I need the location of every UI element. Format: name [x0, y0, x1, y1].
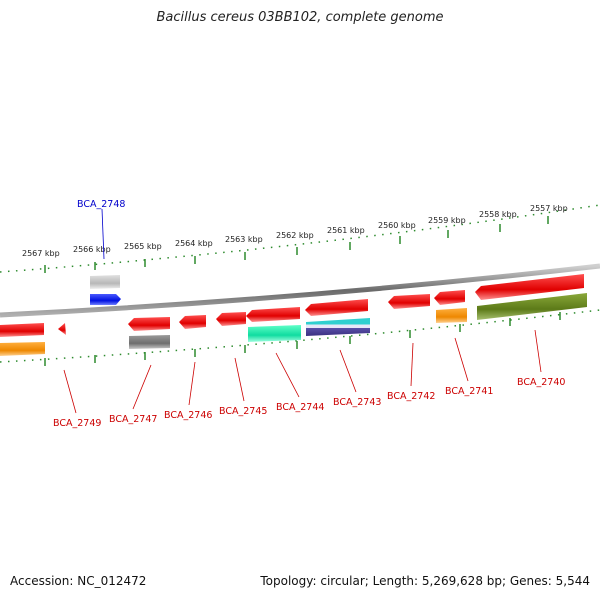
scale-label: 2566 kbp — [73, 245, 111, 254]
accession-label: Accession: NC_012472 — [10, 574, 147, 588]
gene-label-BCA_2741[interactable]: BCA_2741 — [445, 386, 493, 397]
gene-label-BCA_2745[interactable]: BCA_2745 — [219, 406, 267, 417]
leader-line-BCA_2749 — [63, 369, 77, 414]
gene-feature-BCA_2747-protein[interactable] — [129, 335, 170, 349]
gene-feature-BCA_2743-cds[interactable] — [305, 299, 368, 316]
gene-feature-BCA_2748-cds[interactable] — [90, 275, 120, 289]
gene-label-BCA_2746[interactable]: BCA_2746 — [164, 410, 212, 421]
gene-label-BCA_2749[interactable]: BCA_2749 — [53, 418, 101, 429]
scale-label: 2567 kbp — [22, 249, 60, 258]
gene-feature-BCA_2744-cds[interactable] — [246, 307, 300, 322]
map-title: Bacillus cereus 03BB102, complete genome — [156, 10, 444, 25]
scale-labels: 2567 kbp 2566 kbp 2565 kbp 2564 kbp 2563… — [22, 204, 568, 258]
gene-feature-BCA_2741-rna[interactable] — [436, 308, 467, 323]
scale-label: 2557 kbp — [530, 204, 568, 213]
inner-major-ticks — [44, 312, 561, 366]
gene-feature-BCA_2746-cds[interactable] — [179, 315, 206, 329]
leader-line-BCA_2740 — [534, 329, 542, 373]
scale-label: 2559 kbp — [428, 216, 466, 225]
gene-label-BCA_2743[interactable]: BCA_2743 — [333, 397, 381, 408]
scale-label: 2561 kbp — [327, 226, 365, 235]
leader-line-BCA_2742 — [410, 342, 414, 387]
scale-label: 2558 kbp — [479, 210, 517, 219]
gene-label-BCA_2740[interactable]: BCA_2740 — [517, 377, 565, 388]
gene-feature-BCA_2744-protein[interactable] — [248, 325, 301, 342]
leader-line-BCA_2747 — [132, 364, 152, 410]
gene-leader-lines — [63, 208, 542, 414]
scale-label: 2560 kbp — [378, 221, 416, 230]
gene-feature-BCA_2742-cds[interactable] — [388, 294, 430, 309]
gene-feature-BCA_2740-protein[interactable] — [477, 293, 587, 320]
scale-label: 2564 kbp — [175, 239, 213, 248]
gene-feature-BCA_2740-cds[interactable] — [475, 274, 584, 300]
outer-major-ticks — [44, 216, 549, 273]
gene-feature-BCA_2743-protein[interactable] — [306, 318, 370, 336]
gene-label-BCA_2747[interactable]: BCA_2747 — [109, 414, 157, 425]
gene-feature-BCA_2747-cds[interactable] — [128, 317, 170, 331]
genome-summary: Topology: circular; Length: 5,269,628 bp… — [260, 574, 590, 588]
gene-labels: BCA_2748 BCA_2749 BCA_2747 BCA_2746 BCA_… — [53, 199, 565, 429]
leader-line-BCA_2744 — [275, 352, 300, 398]
scale-label: 2562 kbp — [276, 231, 314, 240]
reverse-strand-features — [0, 274, 587, 356]
leader-line-BCA_2746 — [188, 361, 196, 406]
gene-feature-BCA_2749-rna[interactable] — [0, 342, 45, 356]
gene-label-BCA_2742[interactable]: BCA_2742 — [387, 391, 435, 402]
gene-feature-BCA_2745-cds[interactable] — [216, 312, 246, 326]
leader-line-BCA_2748 — [101, 208, 105, 260]
gene-feature-BCA_2748-protein[interactable] — [90, 294, 121, 305]
scale-label: 2563 kbp — [225, 235, 263, 244]
gene-feature-BCA_2749-cds[interactable] — [0, 323, 44, 337]
leader-line-BCA_2743 — [339, 349, 357, 393]
genome-backbone — [0, 263, 600, 318]
gene-label-BCA_2744[interactable]: BCA_2744 — [276, 402, 324, 413]
scale-label: 2565 kbp — [124, 242, 162, 251]
forward-strand-features — [90, 275, 121, 305]
leader-line-BCA_2741 — [454, 337, 469, 382]
gene-feature-small[interactable] — [58, 323, 66, 335]
leader-line-BCA_2745 — [234, 357, 245, 402]
gene-label-BCA_2748[interactable]: BCA_2748 — [77, 199, 125, 210]
gene-feature-BCA_2741-cds[interactable] — [434, 290, 465, 305]
